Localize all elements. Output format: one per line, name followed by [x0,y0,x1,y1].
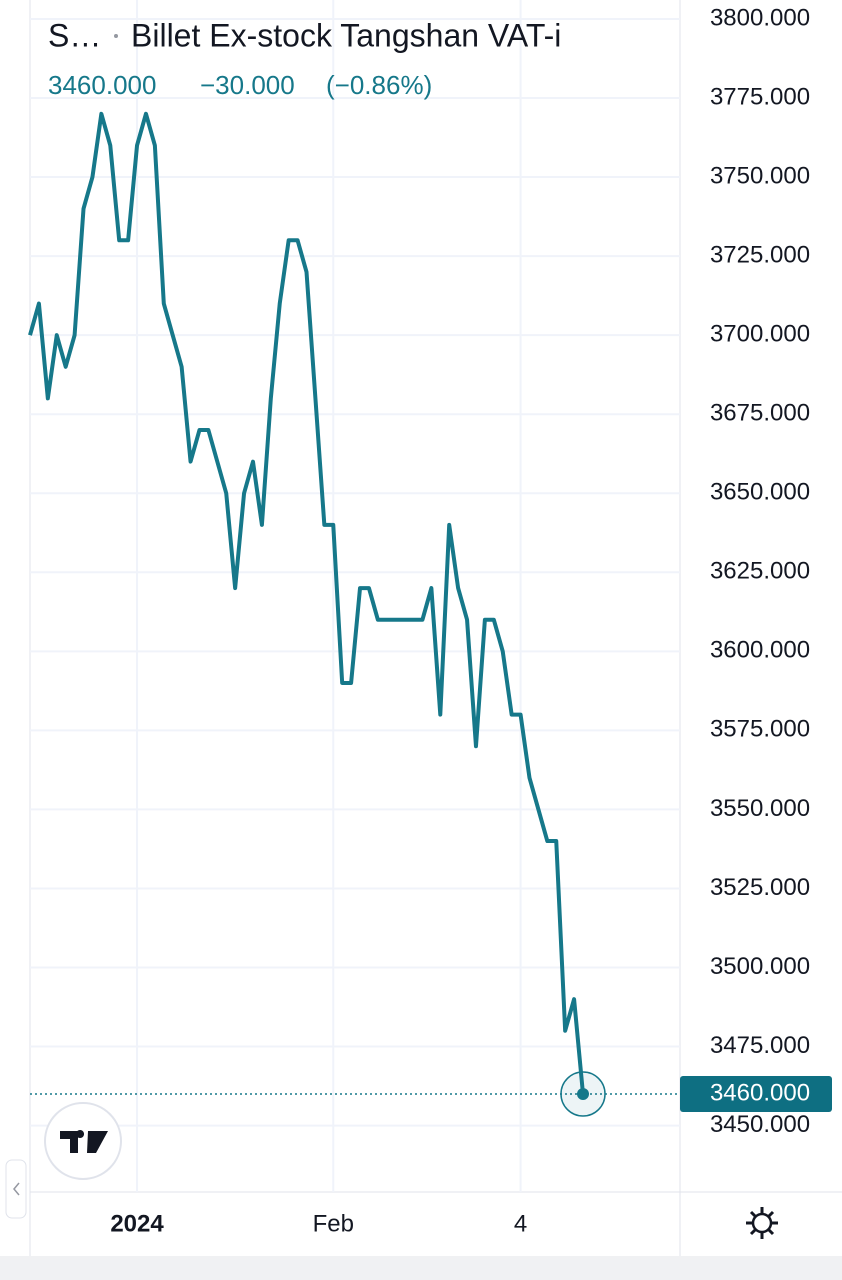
y-tick-label: 3700.000 [710,320,810,347]
gear-teeth [746,1207,778,1239]
separator-dot [114,34,118,38]
y-tick-label: 3800.000 [710,4,810,31]
side-handle[interactable] [5,1159,27,1219]
y-tick-label: 3450.000 [710,1111,810,1138]
footer-strip [0,1256,842,1280]
y-tick-label: 3500.000 [710,953,810,980]
y-tick-label: 3775.000 [710,83,810,110]
y-tick-label: 3475.000 [710,1032,810,1059]
logo-mark [60,1130,108,1153]
price-line [28,111,585,1095]
last-price-badge [680,1075,832,1112]
x-tick-label: Feb [313,1210,354,1237]
x-tick-label: 2024 [110,1210,164,1237]
y-tick-label: 3525.000 [710,874,810,901]
y-tick-label: 3550.000 [710,795,810,822]
x-tick-label: 4 [514,1210,527,1237]
y-tick-label: 3575.000 [710,716,810,743]
chart-title: Billet Ex-stock Tangshan VAT-i [131,17,561,53]
y-tick-label: 3600.000 [710,637,810,664]
logo-circle[interactable] [44,1102,122,1180]
y-tick-label: 3675.000 [710,400,810,427]
y-tick-label: 3650.000 [710,479,810,506]
last-price-badge-label: 3460.000 [710,1079,810,1106]
side-handle-arrow [13,1182,20,1196]
change: −30.000 [200,70,295,100]
last-price: 3460.000 [48,70,156,100]
settings-button[interactable] [746,1207,778,1239]
symbol: S… [48,17,101,53]
change-percent: (−0.86%) [326,70,432,100]
y-tick-label: 3750.000 [710,162,810,189]
y-tick-label: 3725.000 [710,241,810,268]
gear-ring [751,1212,773,1234]
logo[interactable] [44,1102,122,1180]
last-point [577,1087,589,1100]
y-tick-label: 3625.000 [710,558,810,585]
